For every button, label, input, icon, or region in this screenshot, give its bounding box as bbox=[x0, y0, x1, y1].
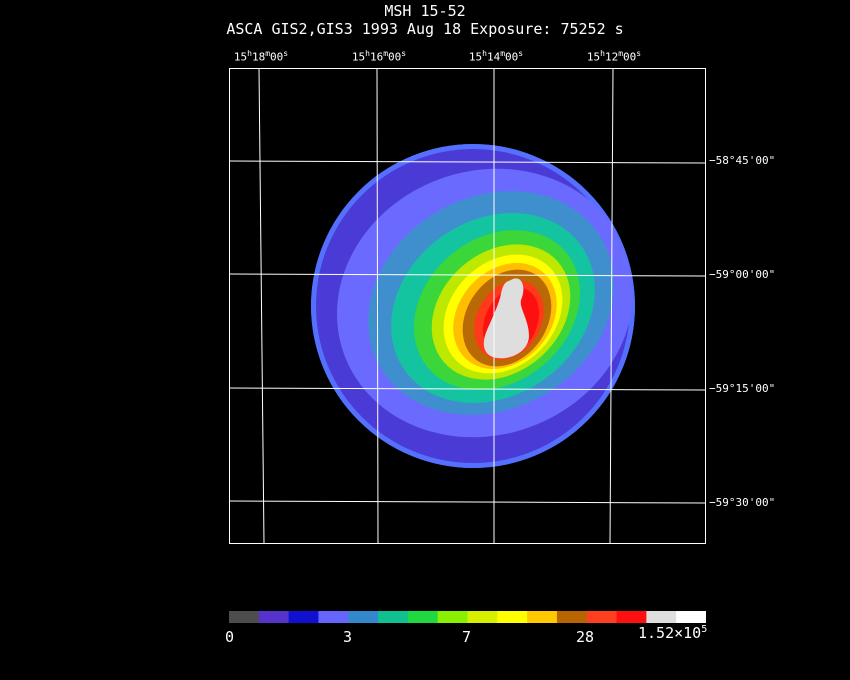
color-bar bbox=[229, 611, 706, 623]
ra-gridline-2 bbox=[376, 68, 379, 544]
colorbar-label-0: 0 bbox=[225, 628, 235, 646]
dec-label-1: −58°45'00" bbox=[709, 154, 776, 167]
colorbar-swatch bbox=[556, 611, 588, 623]
colorbar-swatch bbox=[288, 611, 319, 623]
dec-label-3: −59°15'00" bbox=[709, 382, 776, 395]
colorbar-swatch bbox=[467, 611, 498, 623]
observation-info: ASCA GIS2,GIS3 1993 Aug 18 Exposure: 752… bbox=[226, 20, 624, 38]
colorbar-label-28: 28 bbox=[576, 628, 595, 646]
colorbar-swatch bbox=[378, 611, 409, 623]
colorbar-swatch bbox=[318, 611, 349, 623]
colorbar-swatch bbox=[407, 611, 439, 623]
colorbar-swatch bbox=[676, 611, 706, 623]
colorbar-swatch bbox=[586, 611, 618, 623]
dec-gridline-3 bbox=[229, 387, 706, 391]
colorbar-swatch bbox=[497, 611, 528, 623]
colorbar-swatch bbox=[646, 611, 677, 623]
fov-boundary bbox=[311, 144, 635, 468]
dec-label-4: −59°30'00" bbox=[709, 496, 776, 509]
ra-label-4: 15h12m00s bbox=[586, 49, 642, 64]
object-title: MSH 15-52 bbox=[384, 2, 466, 20]
ra-gridline-4 bbox=[609, 68, 614, 544]
coordinate-grid bbox=[229, 68, 706, 544]
ra-label-2: 15h16m00s bbox=[351, 49, 407, 64]
ra-label-3: 15h14m00s bbox=[468, 49, 524, 64]
dec-gridline-4 bbox=[229, 500, 706, 504]
colorbar-swatch bbox=[258, 611, 290, 623]
colorbar-swatch bbox=[437, 611, 468, 623]
bright-core bbox=[483, 278, 529, 359]
intensity-map bbox=[311, 144, 635, 468]
colorbar-label-7: 7 bbox=[462, 628, 472, 646]
dec-gridline-1 bbox=[229, 160, 706, 164]
colorbar-swatch bbox=[229, 611, 260, 623]
colorbar-label-max: 1.52×105 bbox=[638, 624, 708, 642]
colorbar-swatch bbox=[527, 611, 558, 623]
xray-image-panel bbox=[229, 68, 706, 544]
dec-gridline-2 bbox=[229, 273, 706, 277]
ra-gridline-1 bbox=[258, 68, 265, 544]
colorbar-label-3: 3 bbox=[343, 628, 353, 646]
colorbar-swatch bbox=[348, 611, 379, 623]
ra-label-1: 15h18m00s bbox=[233, 49, 289, 64]
dec-label-2: −59°00'00" bbox=[709, 268, 776, 281]
colorbar-swatch bbox=[616, 611, 647, 623]
plot-frame bbox=[229, 68, 706, 544]
